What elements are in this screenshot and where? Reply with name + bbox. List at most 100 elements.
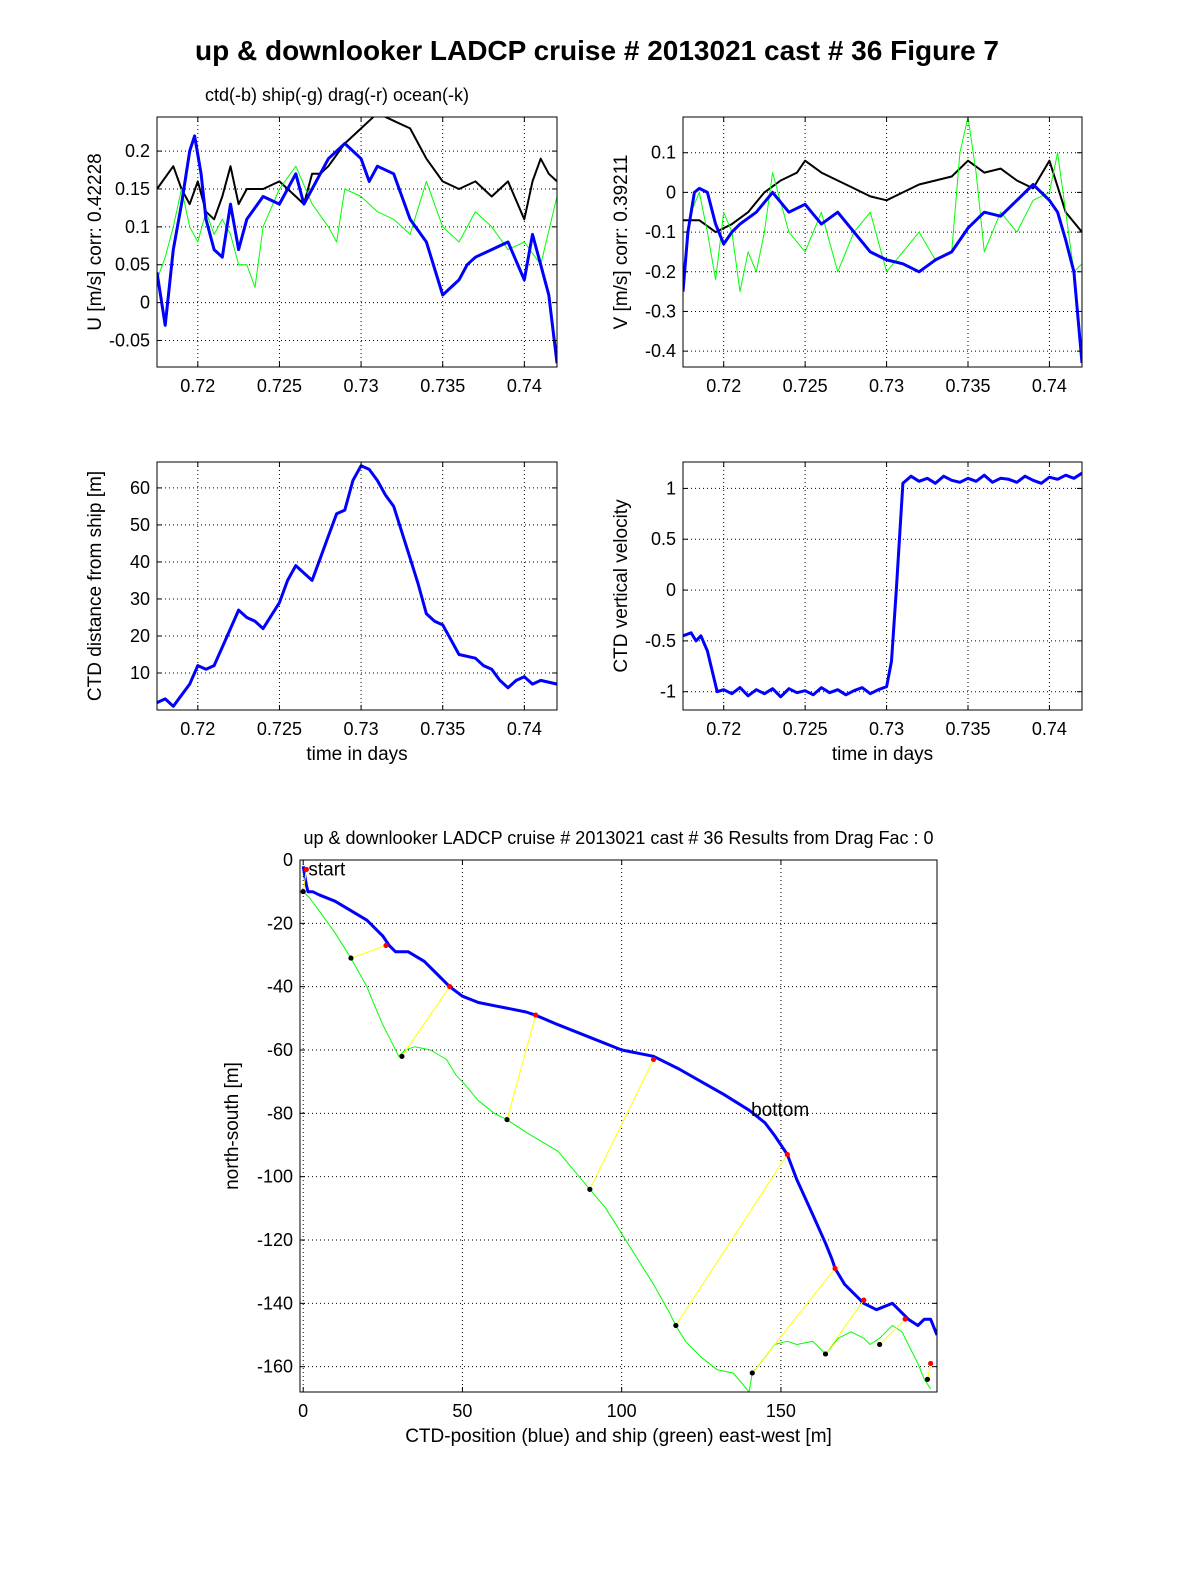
series-line-ocean — [683, 159, 1082, 234]
series-line-ctd — [301, 866, 937, 1336]
x-tick-label: 0.735 — [420, 719, 465, 739]
axes-frame — [682, 116, 1083, 368]
x-tick-label: 0.735 — [420, 376, 465, 396]
series-line-ctd — [157, 134, 557, 364]
y-tick-label: 30 — [130, 589, 150, 609]
y-tick-label: -120 — [257, 1230, 293, 1250]
y-tick-label: -0.5 — [645, 631, 676, 651]
x-tick-label: 0.72 — [180, 376, 215, 396]
axes-frame — [156, 461, 558, 711]
axes-frame — [299, 859, 938, 1393]
annotation-bottom: bottom — [751, 1100, 809, 1121]
y-axis-label: V [m/s] corr: 0.39211 — [611, 155, 632, 330]
ctd-position-marker — [832, 1266, 838, 1271]
x-tick-label: 0.74 — [1032, 719, 1067, 739]
axes-frame — [682, 461, 1083, 711]
x-tick-label: 0.72 — [706, 376, 741, 396]
x-axis-label: time in days — [832, 744, 933, 765]
x-tick-label: 0.725 — [257, 376, 302, 396]
x-tick-label: 0 — [298, 1401, 308, 1421]
panel-ctd-distance: 0.72 0.725 0.73 0.735 0.74 10 20 30 40 50 60 time i… — [85, 461, 558, 765]
x-tick-label: 0.725 — [783, 719, 828, 739]
y-tick-label: -60 — [267, 1040, 293, 1060]
ship-position-marker — [587, 1186, 593, 1192]
panel-title: ctd(-b) ship(-g) drag(-r) ocean(-k) — [205, 85, 469, 105]
x-tick-label: 0.73 — [344, 376, 379, 396]
y-tick-label: -1 — [660, 682, 676, 702]
ship-position-marker — [823, 1351, 829, 1357]
ship-position-marker — [300, 889, 306, 895]
y-tick-label: -0.1 — [645, 222, 676, 242]
ship-ctd-connector — [926, 1363, 932, 1380]
y-tick-label: 0.1 — [651, 143, 676, 163]
y-axis-label: north-south [m] — [222, 1062, 243, 1190]
y-tick-label: 0 — [666, 580, 676, 600]
x-tick-label: 0.73 — [344, 719, 379, 739]
y-tick-label: 20 — [130, 626, 150, 646]
x-tick-label: 0.73 — [869, 376, 904, 396]
ctd-position-marker — [784, 1152, 790, 1157]
ship-ctd-connector — [825, 1299, 865, 1355]
y-axis-label: CTD vertical velocity — [611, 499, 632, 673]
series-line-ocean — [157, 117, 557, 221]
ship-position-marker — [749, 1370, 755, 1376]
series-line-ship — [683, 117, 1082, 293]
figure-title: up & downlooker LADCP cruise # 2013021 c… — [195, 35, 999, 66]
ship-ctd-connector — [879, 1318, 906, 1345]
y-tick-label: -100 — [257, 1167, 293, 1187]
annotation-start: start — [308, 860, 346, 881]
y-tick-label: -20 — [267, 913, 293, 933]
x-tick-label: 0.735 — [945, 719, 990, 739]
ship-position-marker — [673, 1323, 679, 1328]
ship-ctd-connector — [506, 1015, 537, 1120]
y-tick-label: 0.5 — [651, 529, 676, 549]
series-line-ctd — [683, 471, 1082, 699]
y-tick-label: 0 — [666, 182, 676, 202]
y-tick-label: 0.1 — [125, 217, 150, 237]
x-tick-label: 0.74 — [1032, 376, 1067, 396]
y-tick-label: 60 — [130, 478, 150, 498]
x-tick-label: 0.735 — [945, 376, 990, 396]
x-axis-label: CTD-position (blue) and ship (green) eas… — [405, 1426, 832, 1447]
panel-v-velocity: 0.72 0.725 0.73 0.735 0.74 -0.4 -0.3 -0.2 -0.1 0 0… — [611, 116, 1083, 396]
series-group — [157, 117, 557, 364]
panel-ctd-ship-track: 0 50 100 150 0 -20 -40 -60 -80 -100 -120 -140 -160 up… — [222, 828, 938, 1447]
ship-position-marker — [348, 955, 354, 961]
y-axis-label: U [m/s] corr: 0.42228 — [85, 153, 106, 330]
y-tick-label: 10 — [130, 663, 150, 683]
y-tick-label: -0.05 — [109, 330, 150, 350]
panel-u-velocity: 0.72 0.725 0.73 0.735 0.74 -0.05 0 0.05 0.1 0.15 0… — [85, 85, 558, 396]
x-tick-label: 0.725 — [257, 719, 302, 739]
plot-area — [683, 462, 1082, 710]
y-tick-label: -160 — [257, 1357, 293, 1377]
ctd-position-marker — [928, 1361, 934, 1366]
y-axis-label: CTD distance from ship [m] — [85, 471, 106, 701]
series-group — [157, 464, 557, 708]
panel-ctd-vertical-velocity: 0.72 0.725 0.73 0.735 0.74 -1 -0.5 0 0.5 1 time in… — [611, 461, 1083, 765]
series-line-ship — [302, 891, 932, 1392]
ctd-position-marker — [303, 867, 309, 872]
panel-title: up & downlooker LADCP cruise # 2013021 c… — [304, 828, 934, 848]
x-tick-label: 0.72 — [706, 719, 741, 739]
x-tick-label: 0.72 — [180, 719, 215, 739]
y-tick-label: -0.2 — [645, 262, 676, 282]
series-line-ship — [157, 165, 557, 288]
x-tick-label: 100 — [607, 1401, 637, 1421]
ship-ctd-connector — [589, 1059, 654, 1190]
y-tick-label: 0.2 — [125, 141, 150, 161]
y-tick-label: -80 — [267, 1103, 293, 1123]
x-axis-label: time in days — [306, 744, 407, 765]
series-line-ctd — [683, 183, 1082, 364]
series-group — [300, 866, 937, 1392]
ship-position-marker — [504, 1117, 510, 1123]
y-tick-label: 40 — [130, 552, 150, 572]
x-tick-label: 0.74 — [507, 376, 542, 396]
y-tick-label: 0 — [140, 293, 150, 313]
ship-ctd-connector — [302, 869, 307, 892]
y-tick-label: -0.3 — [645, 301, 676, 321]
x-tick-label: 50 — [452, 1401, 472, 1421]
y-tick-label: -40 — [267, 977, 293, 997]
x-tick-label: 0.725 — [783, 376, 828, 396]
ctd-position-marker — [383, 943, 389, 948]
ctd-position-marker — [861, 1297, 867, 1303]
